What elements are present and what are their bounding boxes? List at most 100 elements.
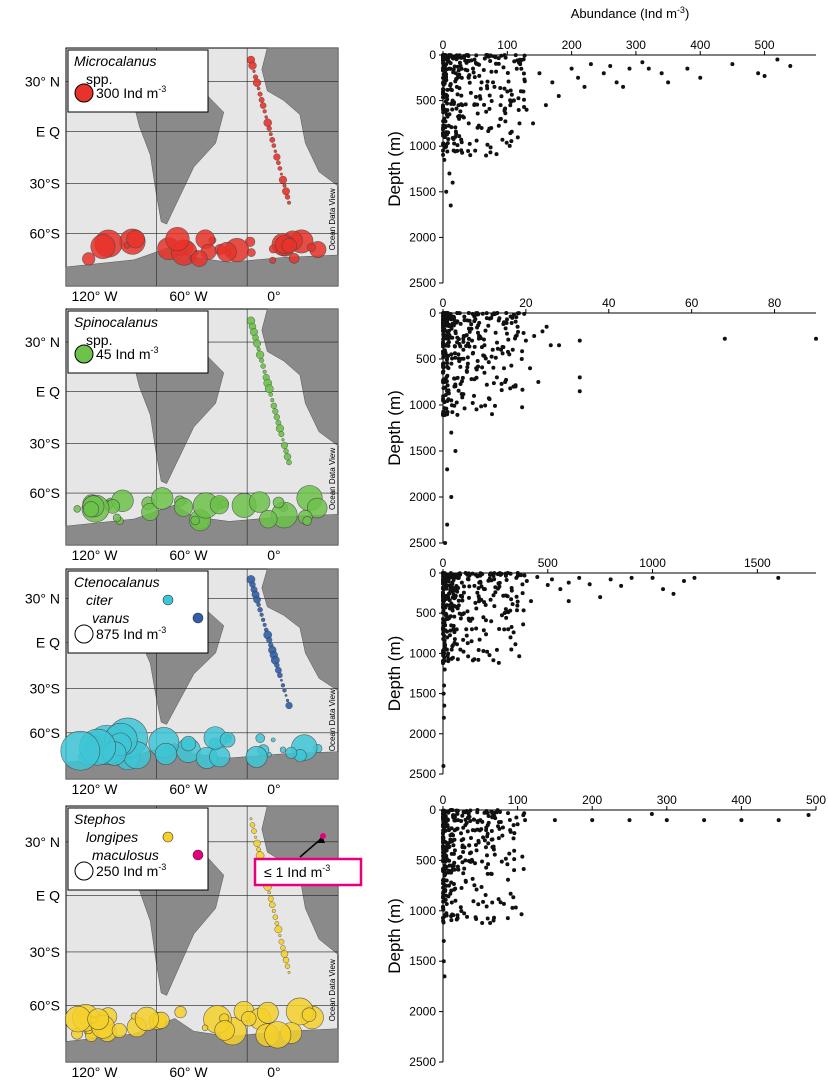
data-point (590, 818, 595, 823)
data-point (451, 814, 456, 819)
data-point (466, 336, 471, 341)
data-point (452, 351, 457, 356)
y-tick-label: 1000 (409, 646, 436, 660)
data-point (444, 375, 449, 380)
data-point (449, 352, 454, 357)
data-point (566, 599, 571, 604)
data-point (445, 149, 450, 154)
data-point (459, 819, 464, 824)
data-point (452, 860, 457, 865)
transect-sample (266, 125, 272, 132)
abundance-bubble (87, 1008, 110, 1031)
data-point (442, 974, 447, 979)
data-point (452, 376, 457, 381)
data-point (520, 582, 525, 587)
data-point (460, 114, 465, 119)
data-point (491, 365, 496, 370)
data-point (461, 590, 466, 595)
data-point (493, 585, 498, 590)
data-point (619, 583, 624, 588)
transect-sample (253, 339, 262, 348)
data-point (444, 406, 449, 411)
data-point (543, 103, 548, 108)
data-point (475, 820, 480, 825)
data-point (450, 180, 455, 185)
data-point (490, 412, 495, 417)
data-point (447, 598, 452, 603)
map-panel-3: 30° N E Q 30°S 60°S 120° W 60° W 0° Ocean Data … (25, 568, 339, 797)
abundance-bubble (306, 497, 328, 519)
data-point (730, 62, 735, 67)
abundance-bubble (209, 495, 229, 515)
data-point (471, 66, 476, 71)
transect-sample (256, 86, 261, 91)
transect-sample (259, 102, 267, 109)
data-point (556, 94, 561, 99)
data-point (505, 317, 510, 322)
data-point (491, 593, 496, 598)
data-point (485, 871, 490, 876)
data-point (447, 171, 452, 176)
data-point (457, 53, 462, 58)
data-point (447, 606, 452, 611)
data-point (577, 338, 582, 343)
data-point (814, 336, 818, 341)
data-point (457, 114, 462, 119)
abundance-bubble (90, 234, 116, 259)
data-point (519, 357, 524, 361)
data-point (496, 660, 501, 665)
abundance-bubble (241, 1010, 257, 1027)
data-point (445, 594, 450, 599)
data-point (512, 59, 517, 64)
data-point (469, 322, 474, 327)
data-point (449, 832, 454, 837)
data-point (463, 858, 468, 863)
data-point (461, 584, 466, 589)
transect-sample (269, 136, 276, 143)
ocean-data-view-label: Ocean Data View (328, 448, 337, 510)
data-point (441, 53, 446, 58)
data-point (446, 659, 451, 664)
data-point (477, 333, 482, 338)
abundance-bubble (111, 1022, 127, 1038)
data-point (485, 834, 490, 839)
data-point (456, 73, 461, 78)
data-point (548, 343, 553, 348)
data-point (449, 914, 454, 919)
data-point (577, 575, 582, 580)
ocean-data-view-label: Ocean Data View (328, 959, 337, 1021)
data-point (474, 138, 479, 143)
y-tick-label: 2500 (409, 276, 436, 290)
data-point (441, 103, 446, 108)
data-point (496, 318, 501, 323)
y-tick-label: 1000 (409, 139, 436, 153)
data-point (441, 691, 446, 696)
data-point (506, 337, 511, 342)
data-point (467, 141, 472, 146)
data-point (515, 324, 520, 329)
data-point (462, 911, 467, 916)
data-point (477, 73, 482, 78)
data-point (449, 602, 454, 607)
transect-dots (246, 316, 292, 466)
southern-ocean-bubbles (60, 717, 323, 771)
data-point (535, 575, 540, 580)
latitude-label: E Q (36, 384, 60, 400)
data-point (441, 95, 446, 100)
data-point (480, 921, 485, 926)
data-point (462, 406, 467, 411)
data-point (455, 589, 460, 594)
data-point (449, 495, 454, 499)
x-tick-label: 0 (440, 296, 447, 310)
data-point (576, 75, 581, 80)
data-point (484, 83, 489, 88)
data-point (454, 827, 459, 832)
legend-species: spp. (86, 71, 112, 87)
transect-sample (279, 172, 283, 176)
latitude-label: 30° N (25, 834, 60, 850)
data-point (775, 57, 780, 62)
data-point (441, 571, 446, 576)
y-tick-label: 500 (416, 606, 436, 620)
data-point (501, 65, 506, 70)
longitude-label: 0° (267, 547, 280, 563)
